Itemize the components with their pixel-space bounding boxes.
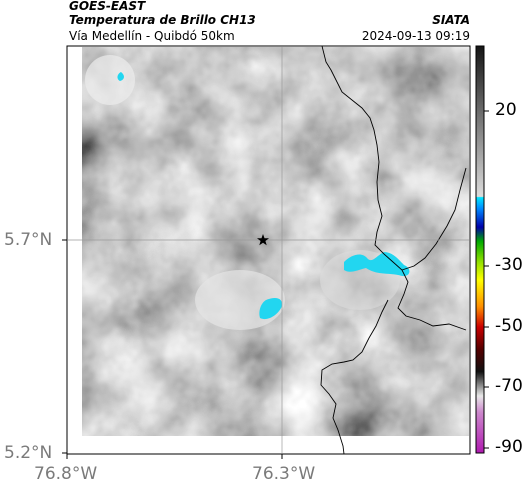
lon-tick-76.3: 76.3°W <box>252 464 316 484</box>
cold-cloud-patch-center <box>259 298 283 320</box>
colorbar-tick-minus30: -30 <box>495 255 523 275</box>
cold-cloud-patch-nw <box>117 72 124 81</box>
agency-label: SIATA <box>432 13 470 27</box>
boundary-lines <box>320 45 467 455</box>
colorbar <box>475 45 489 454</box>
lon-tick-76.8: 76.8°W <box>34 464 98 484</box>
datetime-label: 2024-09-13 09:19 <box>361 29 470 43</box>
colorbar-tick-minus50: -50 <box>495 316 523 336</box>
route-label: Vía Medellín - Quibdó 50km <box>69 29 235 43</box>
location-star-icon <box>257 234 269 246</box>
axis-ticks <box>62 239 283 459</box>
product-title: Temperatura de Brillo CH13 <box>69 13 256 27</box>
lat-tick-5.7: 5.7°N <box>4 230 53 250</box>
colorbar-tick-minus70: -70 <box>495 376 523 396</box>
colorbar-tick-20: 20 <box>495 100 517 120</box>
colorbar-gradient <box>475 45 485 454</box>
lat-tick-5.2: 5.2°N <box>4 443 53 463</box>
cold-cloud-patch-east <box>344 252 410 277</box>
satellite-title: GOES-EAST <box>69 0 146 13</box>
imagery-layer <box>82 47 469 436</box>
colorbar-tick-minus90: -90 <box>495 437 523 457</box>
brightness-temperature-field <box>82 47 469 436</box>
